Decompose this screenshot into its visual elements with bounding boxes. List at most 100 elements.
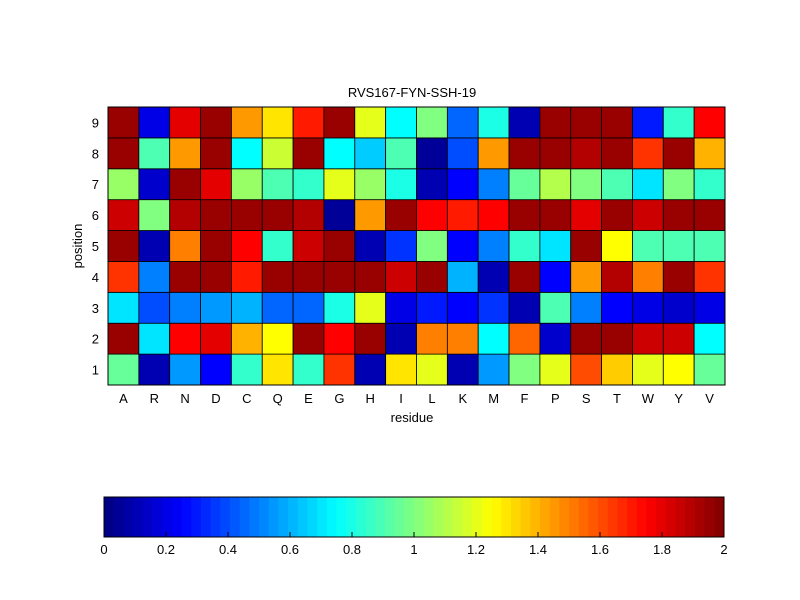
heatmap-cell — [385, 199, 417, 231]
heatmap-cell — [662, 199, 695, 231]
heatmap-cell — [601, 291, 633, 324]
heatmap-cell — [230, 168, 263, 201]
heatmap-cell — [354, 261, 387, 293]
colorbar-tick-label: 2 — [720, 542, 727, 557]
colorbar-swatch — [317, 497, 328, 537]
y-tick-label: 8 — [92, 146, 99, 161]
x-tick-label: S — [582, 391, 591, 406]
x-tick-label: R — [150, 391, 159, 406]
heatmap-cell — [601, 230, 633, 262]
heatmap-cell — [323, 291, 356, 324]
colorbar-swatch — [259, 497, 270, 537]
colorbar-tick-label: 0 — [100, 542, 107, 557]
colorbar-swatch — [404, 497, 415, 537]
y-tick-label: 1 — [92, 363, 99, 378]
heatmap-cell — [138, 261, 171, 293]
heatmap-cell — [539, 230, 572, 262]
colorbar-swatch — [326, 497, 337, 537]
heatmap-cell — [508, 353, 541, 386]
colorbar-swatch — [278, 497, 289, 537]
heatmap-cell — [508, 230, 541, 262]
colorbar-swatch — [598, 497, 609, 537]
colorbar-tick-label: 1 — [410, 542, 417, 557]
heatmap-cell — [632, 230, 664, 262]
colorbar-tick-label: 1.6 — [591, 542, 609, 557]
colorbar-swatch — [133, 497, 144, 537]
colorbar-swatch — [714, 497, 725, 537]
colorbar-swatch — [646, 497, 657, 537]
colorbar-swatch — [501, 497, 512, 537]
heatmap-cell — [570, 168, 603, 201]
colorbar-swatch — [530, 497, 541, 537]
heatmap-cell — [200, 353, 232, 386]
heatmap-cell — [601, 137, 633, 170]
heatmap-cell — [138, 106, 171, 139]
heatmap-cell — [570, 230, 603, 262]
heatmap-cell — [169, 137, 201, 170]
colorbar-swatch — [268, 497, 279, 537]
heatmap-cell — [354, 291, 387, 324]
heatmap-cell — [385, 168, 417, 201]
x-tick-label: H — [366, 391, 375, 406]
heatmap-cell — [508, 106, 541, 139]
heatmap-cell — [261, 261, 294, 293]
heatmap-cell — [601, 106, 633, 139]
colorbar-swatch — [510, 497, 521, 537]
heatmap-cell — [261, 199, 294, 231]
heatmap-cell — [477, 230, 510, 262]
colorbar-swatch — [578, 497, 589, 537]
heatmap-cell — [570, 291, 603, 324]
heatmap-cell — [632, 353, 664, 386]
colorbar-swatch — [239, 497, 250, 537]
heatmap-cell — [261, 168, 294, 201]
heatmap-cell — [385, 106, 417, 139]
heatmap-cell — [292, 230, 325, 262]
heatmap-cell — [107, 168, 140, 201]
heatmap-cell — [662, 353, 695, 386]
heatmap-cell — [200, 106, 232, 139]
colorbar-swatch — [104, 497, 115, 537]
colorbar-swatch — [142, 497, 153, 537]
colorbar-swatch — [636, 497, 647, 537]
heatmap-cell — [292, 199, 325, 231]
x-tick-label: G — [334, 391, 344, 406]
colorbar-swatch — [375, 497, 386, 537]
heatmap-cell — [354, 322, 387, 355]
heatmap-cell — [292, 322, 325, 355]
heatmap-cell — [632, 322, 664, 355]
heatmap-cell — [230, 291, 263, 324]
heatmap-cell — [230, 261, 263, 293]
heatmap-cell — [107, 261, 140, 293]
heatmap-cell — [354, 230, 387, 262]
heatmap-cell — [508, 199, 541, 231]
colorbar-tick-label: 0.2 — [157, 542, 175, 557]
heatmap-cell — [107, 291, 140, 324]
heatmap-cell — [138, 199, 171, 231]
heatmap-cell — [477, 106, 510, 139]
heatmap-cell — [230, 230, 263, 262]
colorbar-swatch — [384, 497, 396, 537]
colorbar — [104, 497, 725, 537]
x-tick-label: M — [488, 391, 499, 406]
x-tick-label: A — [119, 391, 128, 406]
heatmap-cell — [632, 291, 664, 324]
colorbar-swatch — [307, 497, 318, 537]
colorbar-swatch — [171, 497, 182, 537]
heatmap-cell — [539, 291, 572, 324]
colorbar-swatch — [685, 497, 696, 537]
heatmap-cell — [385, 291, 417, 324]
colorbar-swatch — [607, 497, 618, 537]
colorbar-swatch — [200, 497, 211, 537]
heatmap-cell — [416, 199, 448, 231]
heatmap-cell — [601, 322, 633, 355]
heatmap-cell — [292, 353, 325, 386]
heatmap-cell — [416, 291, 448, 324]
heatmap-cell — [416, 137, 448, 170]
colorbar-swatch — [627, 497, 638, 537]
heatmap-cell — [693, 106, 726, 139]
colorbar-swatch — [365, 497, 376, 537]
colorbar-swatch — [539, 497, 551, 537]
heatmap-cell — [416, 168, 448, 201]
y-tick-labels: 1 2 3 4 5 6 7 8 9 — [92, 115, 99, 377]
colorbar-swatch — [113, 497, 124, 537]
